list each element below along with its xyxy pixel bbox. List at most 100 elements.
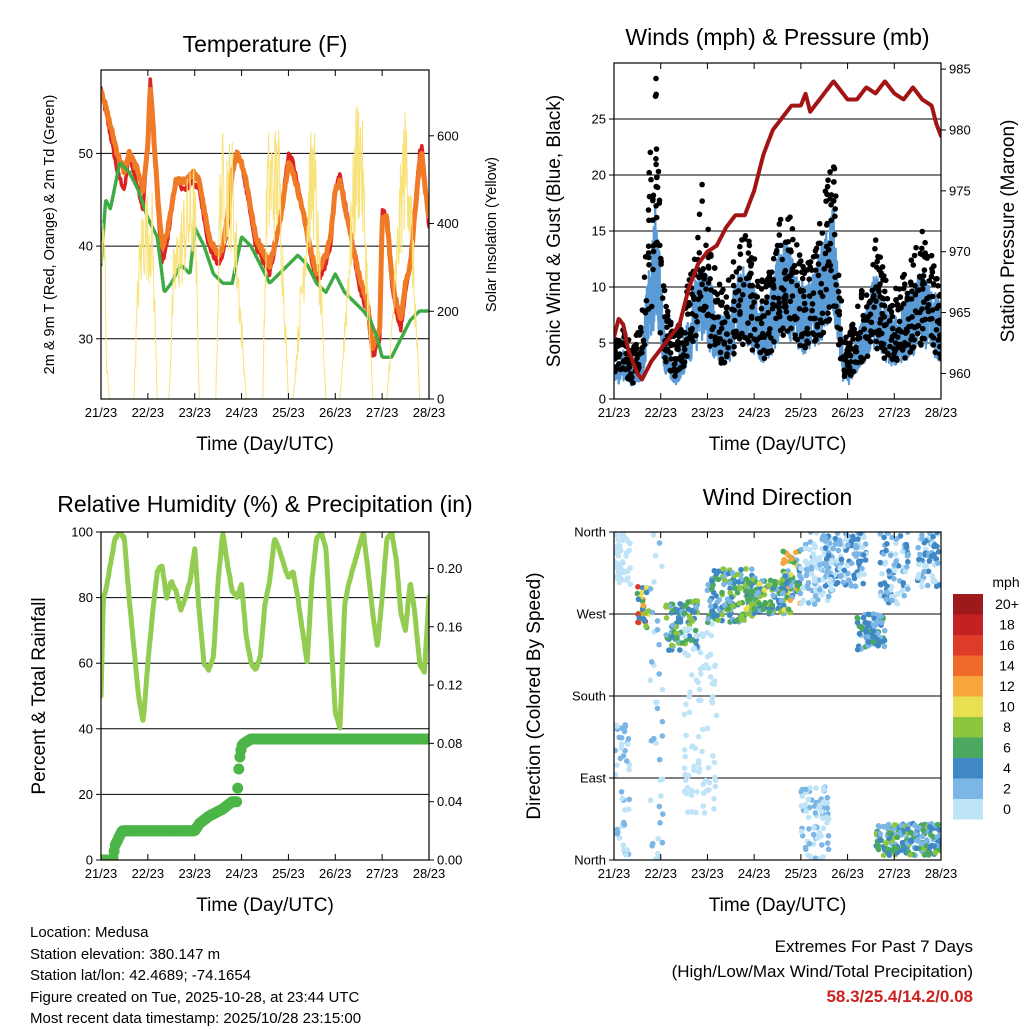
gust-point xyxy=(860,356,867,362)
plot-area xyxy=(101,532,429,860)
gust-point xyxy=(749,347,756,353)
direction-point xyxy=(643,589,650,596)
direction-point xyxy=(834,579,841,586)
gust-point xyxy=(764,350,770,357)
gust-point xyxy=(928,332,935,339)
direction-point xyxy=(620,842,626,848)
direction-point xyxy=(806,826,812,832)
y-tick-label-right: 975 xyxy=(949,183,971,198)
direction-point xyxy=(787,597,793,604)
gust-point xyxy=(801,293,807,300)
direction-point xyxy=(822,545,829,551)
direction-point xyxy=(817,587,823,593)
gust-point xyxy=(825,177,831,183)
direction-point xyxy=(863,629,869,635)
direction-point xyxy=(812,543,818,550)
gust-point xyxy=(771,339,777,345)
gust-point xyxy=(689,325,695,332)
colorbar-swatch xyxy=(953,717,983,738)
x-axis-label: Time (Day/UTC) xyxy=(196,434,334,455)
direction-point xyxy=(884,583,890,589)
gust-point xyxy=(911,252,918,259)
station-latlon: Station lat/lon: 42.4689; -74.1654 xyxy=(30,967,252,984)
series-9m-temperature xyxy=(101,87,429,351)
y-tick-label: 50 xyxy=(79,146,93,161)
gust-point xyxy=(639,345,646,351)
x-tick-label: 23/23 xyxy=(178,866,211,881)
gust-point xyxy=(874,345,880,352)
direction-point xyxy=(656,540,663,546)
colorbar-label: 16 xyxy=(999,637,1015,653)
gust-point xyxy=(749,282,756,289)
direction-point xyxy=(802,786,809,793)
direction-point xyxy=(711,796,717,802)
direction-point xyxy=(691,767,697,774)
gust-point xyxy=(701,305,708,311)
gust-point xyxy=(881,288,888,295)
direction-point xyxy=(647,797,654,803)
direction-point xyxy=(691,763,697,769)
direction-point xyxy=(766,609,773,615)
gust-point xyxy=(828,267,834,274)
direction-point xyxy=(813,785,819,791)
gust-point xyxy=(776,304,782,311)
gust-point xyxy=(758,320,765,327)
x-tick-label: 21/23 xyxy=(598,405,631,420)
gust-point xyxy=(889,313,896,320)
gust-point xyxy=(740,292,746,298)
colorbar-swatch xyxy=(953,655,983,676)
extremes-subtitle: (High/Low/Max Wind/Total Precipitation) xyxy=(671,962,973,981)
gust-point xyxy=(848,359,854,365)
x-tick-label: 24/23 xyxy=(225,405,258,420)
gust-point xyxy=(888,337,895,343)
gust-point xyxy=(705,280,712,286)
gust-point xyxy=(703,242,709,249)
direction-point xyxy=(760,606,767,613)
gust-point xyxy=(828,192,835,198)
direction-point xyxy=(715,617,721,623)
direction-point xyxy=(738,566,744,573)
plot-area xyxy=(101,77,429,399)
gust-point xyxy=(831,231,838,238)
direction-point xyxy=(905,826,911,832)
gust-point xyxy=(771,285,777,291)
direction-point xyxy=(615,552,622,559)
x-tick-label: 24/23 xyxy=(738,866,771,881)
direction-point xyxy=(798,565,804,572)
x-tick-label: 25/23 xyxy=(785,866,818,881)
direction-point xyxy=(819,842,825,848)
gust-point xyxy=(782,292,789,299)
direction-point xyxy=(621,820,627,827)
gust-point xyxy=(928,273,935,280)
gust-point xyxy=(731,350,737,357)
direction-point xyxy=(725,606,731,612)
direction-point xyxy=(683,701,689,708)
direction-point xyxy=(913,845,919,852)
colorbar-label: 20+ xyxy=(995,596,1019,612)
gust-point xyxy=(622,358,629,365)
gust-point xyxy=(921,336,928,342)
gust-point xyxy=(868,319,875,326)
direction-point xyxy=(736,584,743,591)
direction-point xyxy=(668,642,675,649)
direction-point xyxy=(819,815,826,821)
gust-point xyxy=(794,282,800,289)
y-tick-label-right: 0.12 xyxy=(437,678,462,693)
colorbar-swatch xyxy=(953,676,983,697)
direction-point xyxy=(827,576,834,583)
direction-point xyxy=(683,652,690,658)
gust-point xyxy=(810,290,817,296)
gust-point xyxy=(723,331,730,337)
gust-point xyxy=(929,315,935,322)
gust-point xyxy=(893,340,899,346)
gust-point xyxy=(832,206,838,212)
direction-point xyxy=(899,588,905,594)
direction-point xyxy=(860,552,867,558)
gust-point xyxy=(725,313,731,320)
direction-point xyxy=(618,789,625,795)
direction-point xyxy=(618,735,625,741)
y-tick-label: 20 xyxy=(79,787,93,802)
gust-point xyxy=(667,368,674,374)
colorbar-label: 0 xyxy=(1003,801,1011,817)
gust-point xyxy=(872,246,878,252)
